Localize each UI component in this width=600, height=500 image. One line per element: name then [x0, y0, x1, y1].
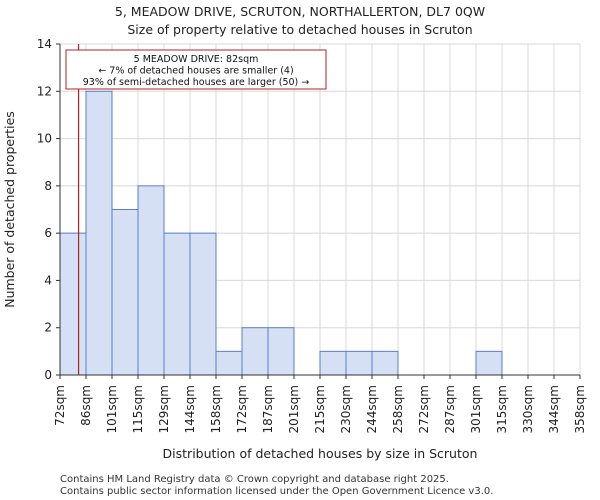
chart-title: 5, MEADOW DRIVE, SCRUTON, NORTHALLERTON,…: [115, 4, 485, 19]
x-tick-label: 101sqm: [105, 385, 119, 433]
x-tick-label: 301sqm: [469, 385, 483, 433]
x-tick-label: 158sqm: [209, 385, 223, 433]
annotation-line-1: 5 MEADOW DRIVE: 82sqm: [134, 54, 259, 65]
bar-86sqm: [85, 90, 113, 376]
x-tick-label: 358sqm: [573, 385, 587, 433]
x-tick-labels: 72sqm 86sqm 101sqm 115sqm 129sqm 144sqm 158sqm…: [53, 375, 587, 433]
x-tick-label: 172sqm: [235, 385, 249, 433]
y-axis-label: Number of detached properties: [2, 111, 17, 308]
x-tick-label: 144sqm: [183, 385, 197, 433]
bar-187sqm: [267, 327, 295, 376]
bars-group: [59, 90, 503, 376]
y-tick-label: 12: [37, 84, 52, 98]
x-tick-label: 115sqm: [131, 385, 145, 433]
footer-line-1: Contains HM Land Registry data © Crown c…: [60, 474, 449, 485]
x-tick-label: 315sqm: [495, 385, 509, 433]
x-tick-label: 244sqm: [365, 385, 379, 433]
y-tick-label: 2: [44, 321, 52, 335]
x-tick-label: 258sqm: [391, 385, 405, 433]
bar-101sqm: [111, 209, 139, 376]
footer-line-2: Contains public sector information licen…: [60, 486, 493, 497]
bar-129sqm: [163, 232, 191, 376]
y-tick-label: 10: [37, 132, 52, 146]
y-tick-label: 8: [44, 179, 52, 193]
bar-301sqm: [475, 350, 503, 376]
bar-115sqm: [137, 185, 165, 376]
annotation-line-2: ← 7% of detached houses are smaller (4): [98, 66, 293, 77]
y-tick-label: 0: [44, 368, 52, 382]
x-axis-label: Distribution of detached houses by size …: [163, 446, 478, 461]
x-tick-label: 215sqm: [313, 385, 327, 433]
x-tick-label: 129sqm: [157, 385, 171, 433]
y-tick-label: 4: [44, 273, 52, 287]
annotation-box: 5 MEADOW DRIVE: 82sqm ← 7% of detached h…: [65, 49, 327, 90]
x-tick-label: 230sqm: [339, 385, 353, 433]
y-tick-label: 14: [37, 37, 52, 51]
x-tick-label: 72sqm: [53, 385, 67, 426]
annotation-line-3: 93% of semi-detached houses are larger (…: [83, 77, 310, 88]
x-tick-label: 201sqm: [287, 385, 301, 433]
bar-244sqm: [371, 350, 399, 376]
chart-subtitle: Size of property relative to detached ho…: [127, 22, 472, 37]
x-tick-label: 287sqm: [443, 385, 457, 433]
y-tick-labels: 0 2 4 6 8 10 12 14: [37, 37, 60, 382]
x-tick-label: 344sqm: [547, 385, 561, 433]
bar-230sqm: [345, 350, 373, 376]
x-tick-label: 330sqm: [521, 385, 535, 433]
bar-158sqm: [215, 350, 243, 376]
bar-215sqm: [319, 350, 347, 376]
y-tick-label: 6: [44, 226, 52, 240]
bar-172sqm: [241, 327, 269, 376]
x-tick-label: 187sqm: [261, 385, 275, 433]
bar-144sqm: [189, 232, 217, 376]
annotation-border: [65, 49, 327, 90]
bar-72sqm: [59, 232, 87, 376]
x-tick-label: 86sqm: [79, 385, 93, 426]
x-tick-label: 272sqm: [417, 385, 431, 433]
